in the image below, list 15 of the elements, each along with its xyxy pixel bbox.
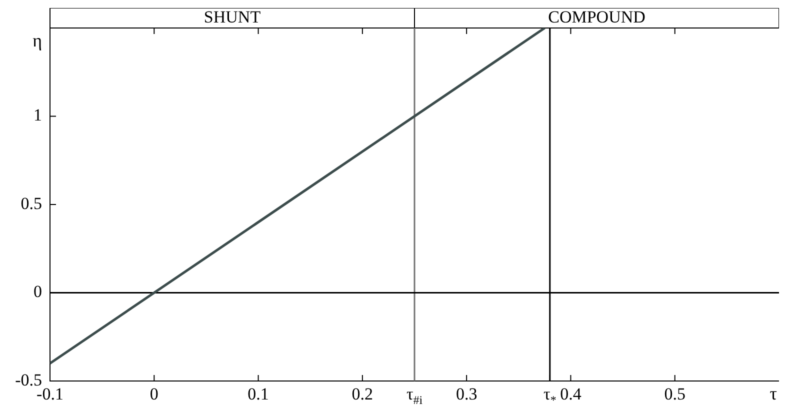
x-tick-label: 0.3 [456, 384, 478, 404]
x-tick-label: 0.2 [352, 384, 374, 404]
x-tick-label: 0 [150, 384, 158, 404]
y-tick-label: -0.5 [15, 370, 42, 390]
text: COMPOUND [548, 7, 646, 26]
x-tick-label: τ* [543, 384, 556, 408]
x-tick-label: 0.5 [664, 384, 686, 404]
y-tick-label: 0 [34, 282, 42, 302]
text: SHUNT [204, 7, 262, 26]
x-tick-label: 0.1 [248, 384, 269, 404]
y-axis-title: η [32, 30, 42, 51]
y-tick-label: 0.5 [20, 194, 42, 213]
x-tick-label: 0.4 [560, 384, 582, 404]
y-tick-label: 1 [34, 106, 42, 125]
x-axis-title: τ [770, 384, 777, 404]
